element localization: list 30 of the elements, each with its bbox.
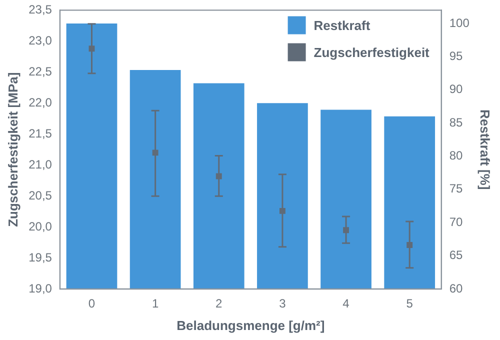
y2-tick-label: 85 [449,115,464,130]
y-axis-title: Zugscherfestigkeit [MPa] [5,72,20,227]
y-tick-label: 22,5 [28,64,52,78]
y-tick-label: 19,0 [28,281,52,296]
y2-tick-label: 70 [449,214,464,229]
y-tick-label: 23,0 [28,33,52,48]
x-tick-label: 5 [406,296,414,311]
y-tick-label: 21,0 [28,157,52,172]
x-tick-label: 1 [152,296,159,311]
y2-tick-label: 75 [449,182,464,196]
y-tick-label: 22,0 [28,95,52,110]
y2-tick-label: 100 [449,16,470,30]
y-tick-label: 20,5 [28,188,52,202]
x-tick-label: 0 [88,296,96,311]
y2-axis-title: Restkraft [%] [478,110,493,190]
x-axis-title: Beladungsmenge [g/m²] [176,318,325,333]
legend-label: Zugscherfestigkeit [314,44,430,60]
y2-tick-label: 65 [449,248,464,262]
y2-tick-label: 80 [449,148,464,163]
y2-tick-label: 95 [449,48,464,63]
x-tick-label: 4 [342,296,350,311]
x-tick-label: 2 [216,296,223,311]
y-tick-label: 19,5 [28,250,52,264]
y2-tick-label: 90 [449,82,464,96]
y-tick-label: 23,5 [28,2,52,17]
x-tick-label: 3 [279,296,286,311]
y2-tick-label: 60 [449,281,464,296]
y-tick-label: 21,5 [28,126,52,140]
y-tick-label: 20,0 [28,219,52,234]
legend-label: Restkraft [314,18,371,33]
